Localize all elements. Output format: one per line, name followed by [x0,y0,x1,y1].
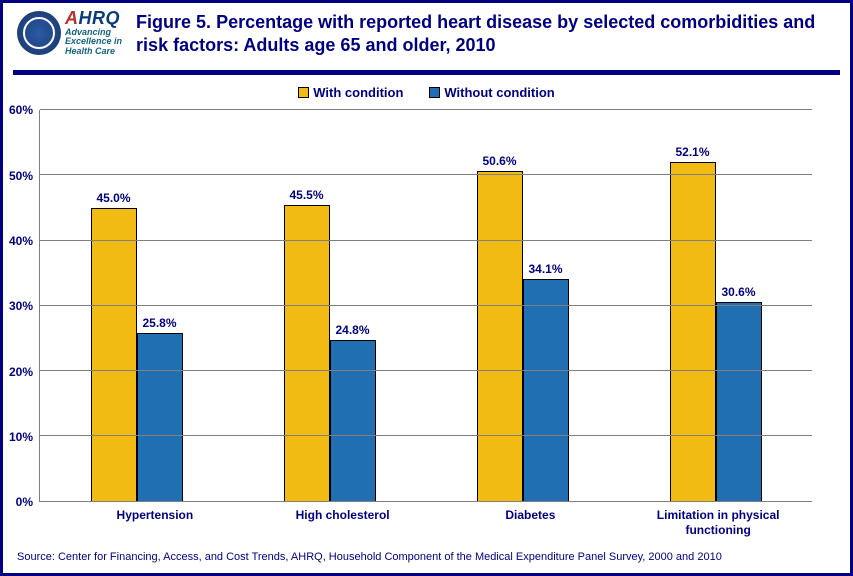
legend-item-with: With condition [298,85,403,100]
bar-value-label: 52.1% [675,145,709,159]
legend: With condition Without condition [13,85,840,100]
x-axis-labels: HypertensionHigh cholesterolDiabetesLimi… [61,502,812,537]
ahrq-tagline-3: Health Care [65,47,122,56]
bar: 45.0% [91,208,137,501]
gridline [40,174,812,175]
source-note: Source: Center for Financing, Access, an… [13,537,840,569]
legend-swatch-with [298,87,309,98]
bar: 50.6% [477,171,523,501]
logo-block: AHRQ Advancing Excellence in Health Care [17,9,122,56]
bar-value-label: 34.1% [528,262,562,276]
plot-area: 45.0%25.8%45.5%24.8%50.6%34.1%52.1%30.6% [39,110,812,502]
chart: 0%10%20%30%40%50%60% 45.0%25.8%45.5%24.8… [13,106,840,502]
bar-value-label: 45.0% [96,191,130,205]
x-axis-label: Limitation in physical functioning [624,502,812,537]
ahrq-letters-rest: HRQ [79,8,121,28]
x-axis-label: Diabetes [437,502,625,537]
bar: 34.1% [523,279,569,501]
figure-title: Figure 5. Percentage with reported heart… [136,9,836,56]
x-axis-label: High cholesterol [249,502,437,537]
legend-swatch-without [429,87,440,98]
bar-value-label: 30.6% [721,285,755,299]
header-divider [13,70,840,75]
bar: 25.8% [137,333,183,501]
ahrq-wordmark: AHRQ [65,9,122,28]
bar: 52.1% [670,162,716,502]
gridline [40,435,812,436]
gridline [40,109,812,110]
bar: 30.6% [716,302,762,501]
header: AHRQ Advancing Excellence in Health Care… [13,9,840,56]
bar-value-label: 45.5% [289,188,323,202]
bar: 45.5% [284,205,330,502]
legend-label-without: Without condition [444,85,554,100]
ahrq-logo-text: AHRQ Advancing Excellence in Health Care [65,9,122,56]
bar-value-label: 24.8% [335,323,369,337]
legend-item-without: Without condition [429,85,554,100]
ahrq-letter-a: A [65,8,79,28]
gridline [40,240,812,241]
gridline [40,370,812,371]
bar-value-label: 25.8% [142,316,176,330]
hhs-seal-icon [17,11,61,55]
figure-frame: AHRQ Advancing Excellence in Health Care… [0,0,853,576]
bar-value-label: 50.6% [482,154,516,168]
bar: 24.8% [330,340,376,502]
gridline [40,305,812,306]
legend-label-with: With condition [313,85,403,100]
x-axis-label: Hypertension [61,502,249,537]
